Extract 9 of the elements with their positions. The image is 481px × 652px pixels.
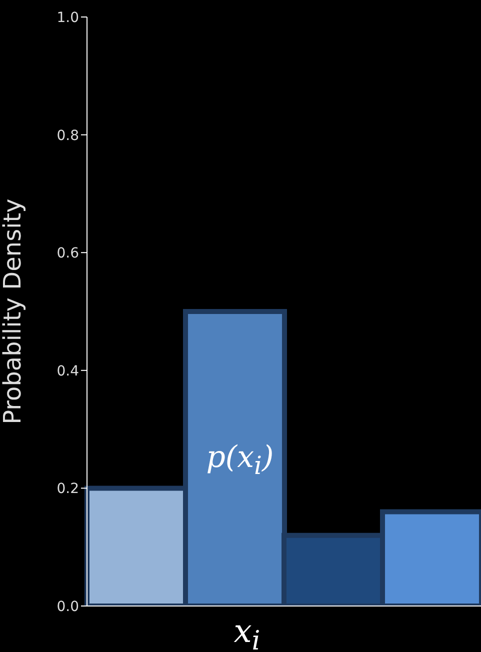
x-axis-title: x$_{i}$ [232, 612, 262, 652]
y-tick-label: 0.4 [56, 363, 80, 380]
y-axis-title: Probability Density [0, 198, 27, 424]
y-tick-label: 0.0 [56, 598, 79, 615]
y-tick-label: 0.8 [56, 128, 79, 144]
y-tick-label: 1.0 [56, 10, 79, 26]
annotation: p(x$_{i}$) [205, 440, 275, 480]
y-tick-label: 0.2 [56, 481, 79, 498]
y-tick-label: 0.6 [56, 246, 80, 262]
